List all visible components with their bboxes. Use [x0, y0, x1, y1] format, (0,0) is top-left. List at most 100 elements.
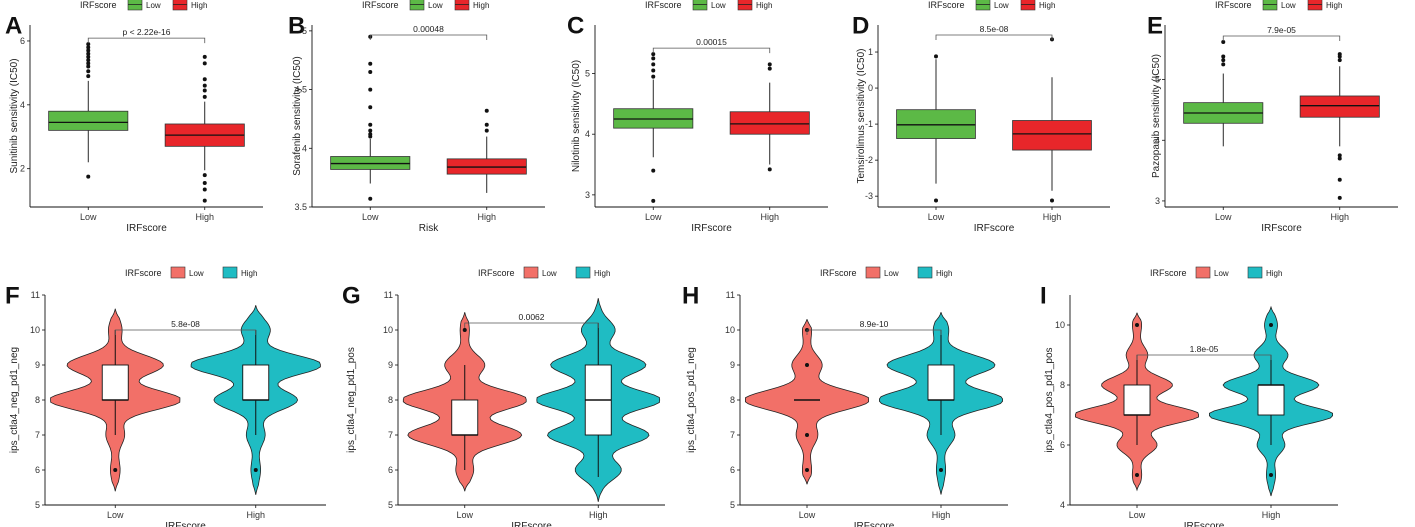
- outlier-point: [1221, 39, 1226, 44]
- legend-label-high: High: [473, 1, 489, 10]
- x-tick-label-low: Low: [1129, 510, 1146, 520]
- legend-title: IRFscore: [80, 0, 117, 10]
- outlier-point: [1269, 473, 1273, 477]
- y-axis-title: ips_ctla4_neg_pd1_neg: [9, 347, 20, 453]
- legend-swatch-low: [409, 0, 425, 11]
- x-tick-label-low: Low: [362, 212, 379, 222]
- outlier-point: [202, 181, 207, 186]
- box-high: [1257, 384, 1285, 416]
- legend: IRFscore Low High: [80, 0, 207, 11]
- legend-title: IRFscore: [645, 0, 682, 10]
- x-axis-title: IRFscore: [974, 223, 1015, 234]
- significance-bracket: [806, 329, 942, 335]
- p-value-label: 1.8e-05: [1190, 344, 1219, 354]
- y-tick-label: 11: [726, 290, 735, 300]
- significance-bracket: [935, 34, 1053, 40]
- outlier-point: [202, 61, 207, 66]
- y-tick-label: 9: [388, 360, 393, 370]
- x-axis-title: IRFscore: [511, 521, 552, 527]
- panel-a: A IRFscore Low High 2 4 6 Low High IRFscore Suniti…: [5, 0, 263, 234]
- outlier-point: [1050, 198, 1054, 203]
- outlier-point: [368, 61, 373, 66]
- outlier-point: [651, 198, 656, 203]
- p-value-label: 7.9e-05: [1267, 25, 1296, 35]
- outlier-point: [462, 328, 467, 332]
- outlier-point: [202, 77, 207, 82]
- panel-letter: E: [1147, 12, 1163, 39]
- legend-swatch-low: [170, 266, 186, 279]
- legend-swatch-low: [1195, 266, 1211, 279]
- outlier-point: [651, 68, 656, 73]
- outlier-point: [484, 122, 489, 127]
- y-tick-label: 5: [730, 500, 735, 510]
- x-axis-title: IRFscore: [165, 521, 206, 527]
- panel-letter: H: [682, 282, 699, 309]
- outlier-point: [202, 173, 207, 178]
- x-tick-label-high: High: [1262, 510, 1281, 520]
- y-tick-label: 2: [20, 164, 25, 174]
- legend-swatch-low: [975, 0, 991, 11]
- x-axis-title: IRFscore: [126, 223, 167, 234]
- outlier-point: [805, 363, 809, 367]
- y-tick-label: 6: [35, 465, 40, 475]
- y-tick-label: 5: [585, 69, 590, 79]
- x-tick-label-low: Low: [456, 510, 473, 520]
- y-tick-label: 7: [388, 430, 393, 440]
- y-tick-label: 9: [35, 360, 40, 370]
- outlier-point: [368, 87, 373, 92]
- panel-letter: C: [567, 12, 584, 39]
- outlier-point: [202, 83, 207, 88]
- y-axis-title: Pazopanib sensitivity (IC50): [1151, 54, 1162, 178]
- y-tick-label: 10: [725, 325, 735, 335]
- outlier-point: [86, 45, 91, 50]
- outlier-point: [484, 128, 489, 133]
- x-axis-title: IRFscore: [1184, 521, 1225, 527]
- y-tick-label: 3: [1155, 196, 1160, 206]
- y-tick-label: -1: [865, 119, 873, 129]
- x-tick-label-high: High: [195, 212, 214, 222]
- box-low: [1123, 384, 1151, 416]
- outlier-point: [202, 94, 207, 99]
- legend-swatch-high: [222, 266, 238, 279]
- x-tick-label-high: High: [589, 510, 608, 520]
- y-tick-label: -2: [865, 155, 873, 165]
- y-tick-label: 10: [30, 325, 40, 335]
- x-axis-title: IRFscore: [691, 223, 732, 234]
- outlier-point: [202, 198, 207, 203]
- outlier-point: [767, 66, 772, 71]
- outlier-point: [767, 167, 772, 172]
- outlier-point: [86, 48, 91, 53]
- outlier-point: [86, 51, 91, 56]
- outlier-point: [1337, 153, 1342, 158]
- legend-swatch-low: [523, 266, 539, 279]
- legend-label-low: Low: [711, 1, 726, 10]
- legend: IRFscore Low High: [478, 266, 610, 279]
- x-tick-label-low: Low: [928, 212, 945, 222]
- legend-title: IRFscore: [478, 268, 515, 278]
- y-tick-label: 4: [302, 143, 307, 153]
- x-tick-label-high: High: [477, 212, 496, 222]
- legend-title: IRFscore: [125, 268, 162, 278]
- y-tick-label: 3: [585, 190, 590, 200]
- p-value-label: 0.00048: [413, 24, 444, 34]
- outlier-point: [368, 128, 373, 133]
- significance-bracket: [1222, 35, 1341, 41]
- x-tick-label-high: High: [1330, 212, 1349, 222]
- legend-swatch-high: [737, 0, 753, 11]
- outlier-point: [368, 105, 373, 110]
- outlier-point: [368, 122, 373, 127]
- legend-title: IRFscore: [1150, 268, 1187, 278]
- outlier-point: [1221, 62, 1226, 67]
- outlier-point: [1221, 58, 1226, 63]
- panel-letter: G: [342, 282, 361, 309]
- legend-swatch-high: [1307, 0, 1323, 11]
- legend-swatch-high: [172, 0, 188, 11]
- outlier-point: [253, 468, 258, 472]
- y-tick-label: 7: [730, 430, 735, 440]
- y-tick-label: 10: [1055, 320, 1065, 330]
- x-axis-title: IRFscore: [1261, 223, 1302, 234]
- y-tick-label: 11: [31, 290, 40, 300]
- legend-title: IRFscore: [820, 268, 857, 278]
